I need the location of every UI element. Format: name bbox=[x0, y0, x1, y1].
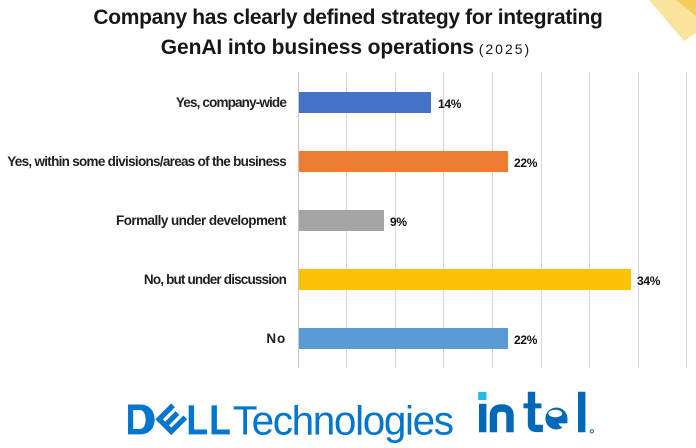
svg-text:Technologies: Technologies bbox=[233, 398, 453, 444]
